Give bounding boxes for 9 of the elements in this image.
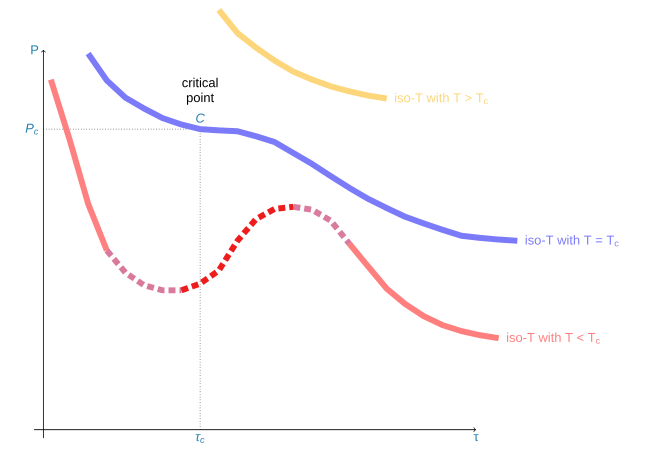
y-axis-title: P — [31, 46, 38, 54]
series-label: iso-T with T = T$_{c}$ — [526, 235, 619, 247]
series-label: iso-T with T < T$_{c}$ — [507, 332, 600, 344]
x-axis-title: τ — [474, 434, 479, 442]
series-label: iso-T with T > T$_{c}$ — [395, 93, 488, 104]
ref-line-label: P$_{c}$ — [26, 124, 38, 135]
text: τ$_{c}$ — [196, 434, 204, 444]
annotation: critical point — [182, 78, 218, 105]
annotation: C — [196, 114, 205, 123]
